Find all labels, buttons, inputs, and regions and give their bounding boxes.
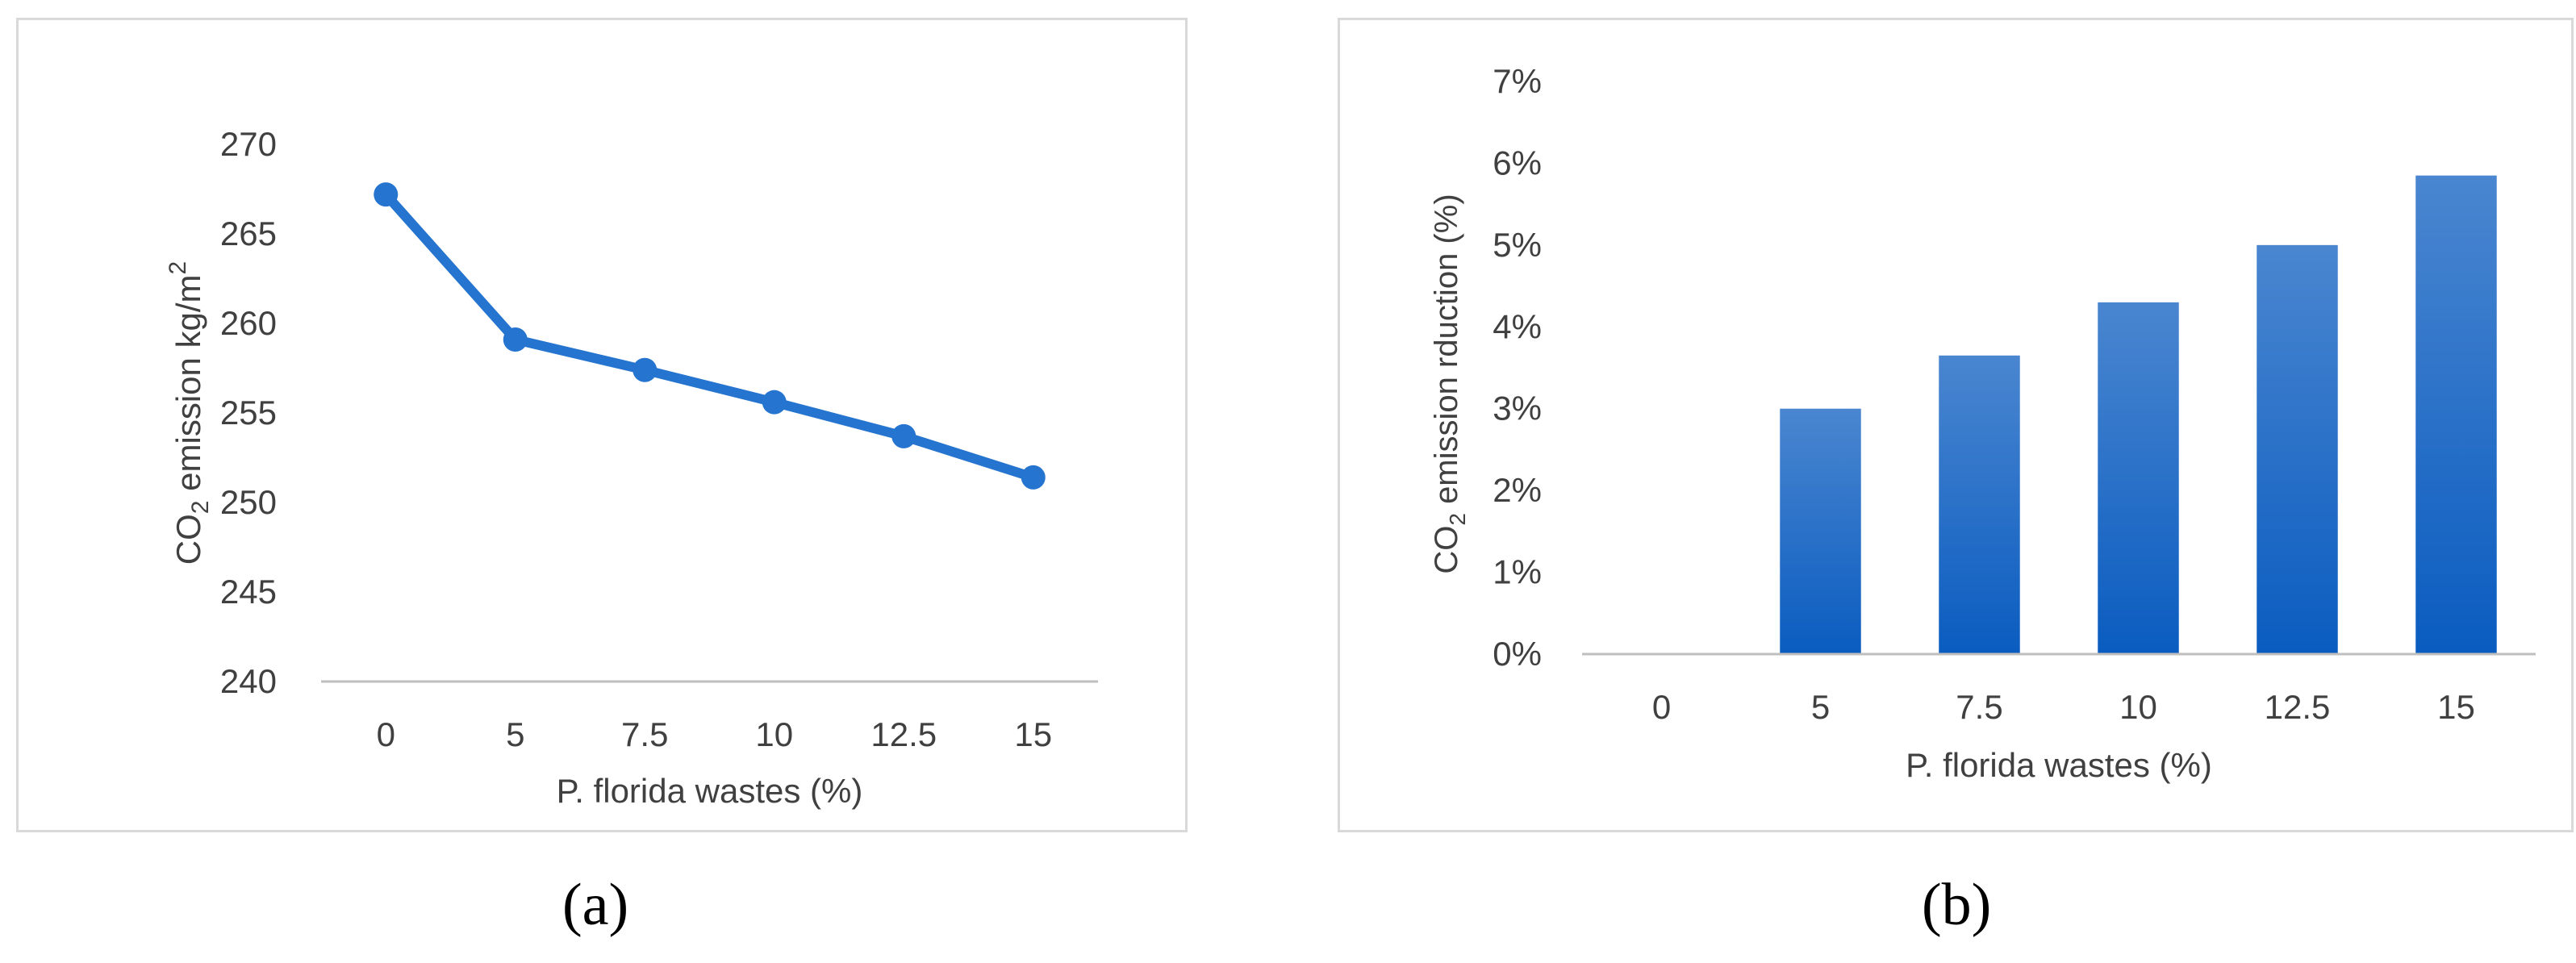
- chart-a-panel: 240 245 250 255 260 265 270 0 5 7.5 10 12.5 15 P. f…: [16, 18, 1188, 832]
- chart-b-x-tick-label: 10: [2119, 688, 2157, 726]
- chart-a-y-tick-label: 250: [220, 483, 277, 521]
- chart-a-data-point: [374, 182, 399, 207]
- chart-b-x-axis-label: P. florida wastes (%): [1906, 746, 2212, 784]
- chart-a-y-tick-label: 270: [220, 125, 277, 163]
- chart-a-x-tick-label: 5: [506, 715, 524, 753]
- chart-a-y-tick-label: 245: [220, 573, 277, 611]
- chart-a-x-tick-label: 7.5: [621, 715, 668, 753]
- chart-b-y-tick-label: 5%: [1493, 226, 1542, 264]
- chart-b-y-tick-label: 7%: [1493, 62, 1542, 100]
- chart-b-bar: [1780, 408, 1861, 654]
- chart-b-y-tick-label: 1%: [1493, 553, 1542, 591]
- chart-a-data-point: [633, 357, 658, 382]
- chart-a-data-point: [1021, 465, 1046, 490]
- chart-b-x-tick-label: 15: [2437, 688, 2475, 726]
- chart-a-y-axis-label: CO2 emission kg/m2: [165, 261, 214, 565]
- chart-a-y-tick-label: 260: [220, 304, 277, 342]
- chart-b-x-tick-label: 7.5: [1956, 688, 2002, 726]
- chart-b-bar: [2257, 244, 2338, 654]
- chart-b-x-tick-label: 12.5: [2265, 688, 2331, 726]
- caption-b: (b): [1922, 872, 1992, 938]
- chart-a-x-tick-label: 12.5: [870, 715, 937, 753]
- chart-b-y-axis-label: CO2 emission rduction (%): [1429, 194, 1470, 573]
- chart-a-data-point: [762, 390, 787, 415]
- chart-b-x-tick-label: 0: [1652, 688, 1671, 726]
- chart-a-series-line: [381, 190, 1038, 482]
- chart-b-bar: [2098, 302, 2179, 654]
- chart-b-svg: 0% 1% 2% 3% 4% 5% 6% 7% 0 5 7.5 10 12.5 15 P. florid…: [1429, 62, 2536, 784]
- chart-b-y-tick-label: 6%: [1493, 144, 1542, 181]
- chart-b-y-tick-label: 0%: [1493, 635, 1542, 673]
- chart-b-y-tick-label: 3%: [1493, 390, 1542, 427]
- chart-b-y-tick-label: 4%: [1493, 307, 1542, 345]
- chart-b-bar: [1939, 355, 2020, 654]
- chart-a-y-tick-label: 265: [220, 215, 277, 252]
- chart-b-bar: [2415, 175, 2497, 655]
- chart-a-data-point: [503, 327, 528, 352]
- caption-a: (a): [562, 872, 629, 938]
- chart-a-y-tick-label: 255: [220, 394, 277, 431]
- chart-b-y-tick-label: 2%: [1493, 471, 1542, 509]
- chart-a-x-tick-label: 0: [377, 715, 395, 753]
- chart-a-x-tick-label: 15: [1014, 715, 1052, 753]
- chart-a-x-tick-label: 10: [755, 715, 793, 753]
- chart-a-x-axis-label: P. florida wastes (%): [557, 772, 863, 810]
- chart-a-y-tick-label: 240: [220, 662, 277, 700]
- chart-b-x-tick-label: 5: [1811, 688, 1830, 726]
- chart-b-panel: 0% 1% 2% 3% 4% 5% 6% 7% 0 5 7.5 10 12.5 15 P. florid…: [1338, 18, 2574, 832]
- chart-a-data-point: [891, 423, 916, 448]
- chart-a-svg: 240 245 250 255 260 265 270 0 5 7.5 10 12.5 15 P. f…: [165, 125, 1098, 810]
